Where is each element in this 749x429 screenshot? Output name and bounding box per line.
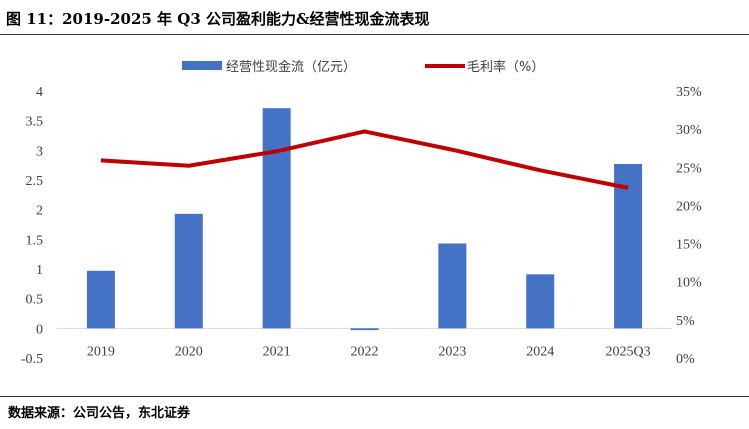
source-divider bbox=[0, 396, 749, 397]
x-axis-tick: 2022 bbox=[351, 344, 379, 359]
left-axis-tick: 3 bbox=[36, 144, 43, 159]
source-note: 数据来源：公司公告，东北证券 bbox=[8, 406, 191, 421]
bar-2020 bbox=[174, 213, 203, 329]
bar-2019 bbox=[86, 270, 115, 329]
legend-label-bar: 经营性现金流（亿元） bbox=[226, 59, 356, 75]
right-axis-tick: 30% bbox=[676, 123, 702, 138]
bar-2021 bbox=[262, 108, 291, 329]
right-axis-tick: 15% bbox=[676, 238, 702, 253]
right-axis-tick: 10% bbox=[676, 276, 702, 291]
left-axis-tick: 2 bbox=[36, 204, 43, 219]
left-axis-tick: 0 bbox=[36, 322, 43, 337]
left-axis-tick: 1.5 bbox=[26, 233, 44, 248]
bar-2023 bbox=[438, 243, 467, 329]
gross-margin-line bbox=[100, 129, 629, 190]
bar-2022 bbox=[350, 328, 379, 331]
x-axis-tick: 2020 bbox=[175, 344, 203, 359]
left-axis-tick: 3.5 bbox=[26, 115, 44, 130]
x-axis-tick: 2025Q3 bbox=[606, 344, 651, 359]
right-axis-tick: 35% bbox=[676, 85, 702, 100]
right-axis-tick: 20% bbox=[676, 199, 702, 214]
left-axis-tick: 0.5 bbox=[26, 293, 44, 308]
x-axis-tick: 2021 bbox=[263, 344, 291, 359]
x-axis-tick: 2023 bbox=[438, 344, 466, 359]
x-axis-tick: 2019 bbox=[87, 344, 115, 359]
left-axis-tick: 4 bbox=[36, 85, 43, 100]
left-axis-tick: 1 bbox=[36, 263, 43, 278]
right-axis-tick: 5% bbox=[676, 314, 695, 329]
title-divider bbox=[0, 34, 749, 35]
figure-title: 图 11：2019-2025 年 Q3 公司盈利能力&经营性现金流表现 bbox=[6, 10, 430, 28]
bar-2024 bbox=[526, 274, 555, 329]
bar-2025Q3 bbox=[614, 163, 643, 329]
left-axis-tick: 2.5 bbox=[26, 174, 44, 189]
left-axis-tick: -0.5 bbox=[21, 352, 43, 367]
x-axis-tick: 2024 bbox=[526, 344, 554, 359]
right-axis-tick: 0% bbox=[676, 352, 695, 367]
right-axis-tick: 25% bbox=[676, 161, 702, 176]
legend-swatch-bar bbox=[182, 61, 222, 70]
legend-label-line: 毛利率（%） bbox=[467, 59, 544, 75]
